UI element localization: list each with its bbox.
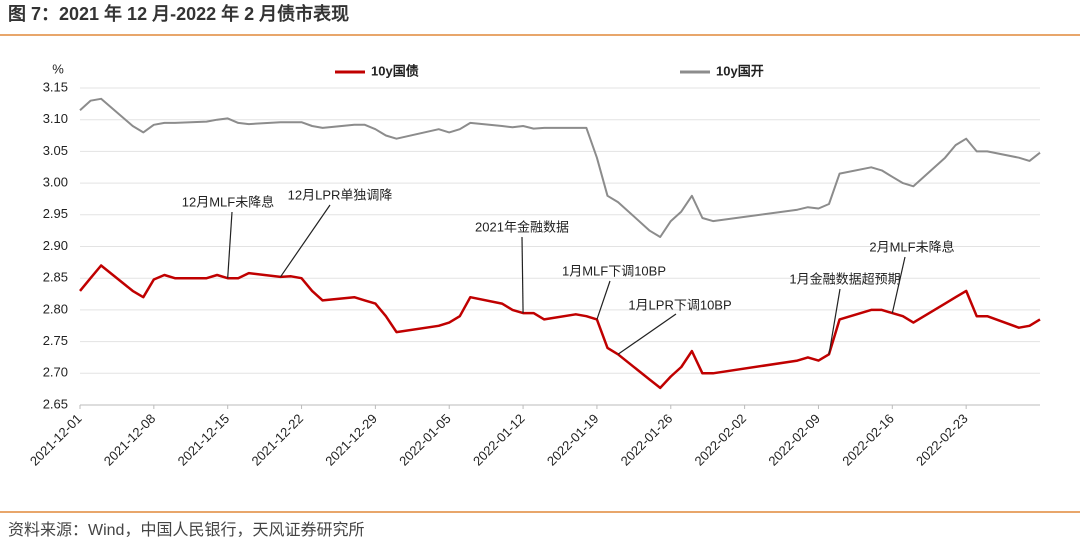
chart-title: 图 7：2021 年 12 月-2022 年 2 月债市表现 [8, 3, 349, 24]
y-tick-label: 3.05 [43, 143, 68, 158]
annotation-line [891, 256, 906, 314]
y-tick-label: 2.85 [43, 270, 68, 285]
annotation-line [596, 280, 611, 320]
x-tick-label: 2021-12-08 [101, 411, 159, 469]
y-tick-label: 3.00 [43, 175, 68, 190]
annotation: 1月金融数据超预期 [789, 271, 900, 286]
annotation: 12月MLF未降息 [182, 194, 274, 209]
y-tick-label: 2.75 [43, 333, 68, 348]
annotation-line [521, 236, 524, 314]
x-tick-label: 2021-12-22 [248, 411, 306, 469]
annotation: 2021年金融数据 [475, 219, 569, 234]
y-tick-label: 2.95 [43, 206, 68, 221]
annotation: 1月MLF下调10BP [562, 263, 666, 278]
x-tick-label: 2022-02-23 [913, 411, 971, 469]
x-tick-label: 2021-12-15 [175, 411, 233, 469]
source: 资料来源：Wind，中国人民银行，天风证券研究所 [8, 521, 364, 539]
x-tick-label: 2021-12-01 [27, 411, 85, 469]
y-unit: % [52, 61, 64, 76]
series-line [79, 264, 1041, 390]
annotation-line [617, 313, 677, 355]
annotation-line [828, 288, 841, 355]
y-tick-label: 2.90 [43, 238, 68, 253]
annotation-line [279, 204, 331, 278]
legend-label: 10y国债 [371, 63, 419, 78]
annotation-line [227, 211, 233, 279]
x-tick-label: 2022-02-02 [692, 411, 750, 469]
y-tick-label: 2.70 [43, 365, 68, 380]
x-tick-label: 2022-02-09 [765, 411, 823, 469]
y-tick-label: 3.15 [43, 79, 68, 94]
x-tick-label: 2022-01-12 [470, 411, 528, 469]
y-tick-label: 2.65 [43, 396, 68, 411]
annotation: 12月LPR单独调降 [288, 187, 393, 202]
x-tick-label: 2022-01-19 [544, 411, 602, 469]
series-line [79, 97, 1041, 238]
y-tick-label: 2.80 [43, 301, 68, 316]
legend-label: 10y国开 [716, 63, 764, 78]
annotation: 2月MLF未降息 [869, 239, 954, 254]
x-tick-label: 2022-01-26 [618, 411, 676, 469]
y-tick-label: 3.10 [43, 111, 68, 126]
x-tick-label: 2022-02-16 [839, 411, 897, 469]
annotation: 1月LPR下调10BP [628, 297, 731, 312]
x-tick-label: 2021-12-29 [322, 411, 380, 469]
x-tick-label: 2022-01-05 [396, 411, 454, 469]
